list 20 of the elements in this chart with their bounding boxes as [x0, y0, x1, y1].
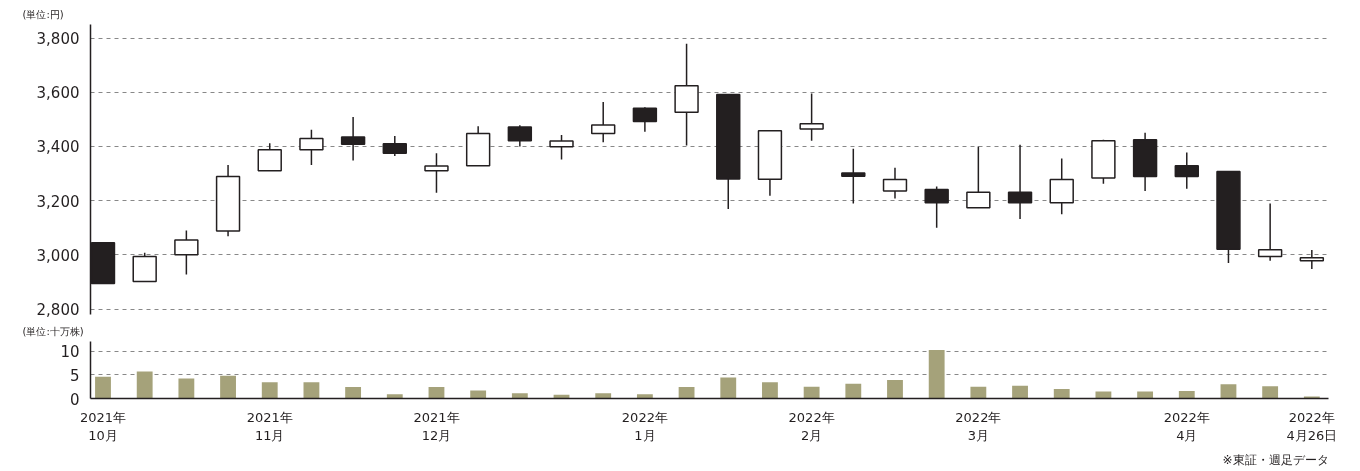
y-tick-label: 5	[69, 366, 80, 385]
chart-title: (単位:円)	[22, 8, 64, 20]
y-tick-label: 3,800	[36, 30, 80, 49]
x-tick-label: 2022年 1月	[621, 409, 668, 443]
y-tick-label: 3,200	[36, 192, 80, 211]
y-tick-label: 2,800	[36, 301, 80, 320]
x-tick-label: 2021年 10月	[79, 409, 127, 443]
y-tick-label: 3,600	[36, 84, 80, 103]
text: ※東証・週足データ	[1222, 452, 1329, 467]
y-tick-label: 3,400	[36, 138, 80, 157]
y-tick-label: 3,000	[36, 246, 80, 265]
x-tick-label: 2021年 11月	[246, 409, 293, 443]
y-tick-label: 10	[60, 343, 80, 361]
x-tick-label: 2022年 3月	[955, 409, 1002, 443]
x-tick-label: 2021年 12月	[413, 409, 460, 443]
x-tick-label: 2022年 2月	[788, 409, 835, 443]
x-tick-label: 2022年 4月26日	[1286, 409, 1338, 443]
chart-title: (単位:十万株)	[22, 325, 84, 337]
x-tick-label: 2022年 4月	[1163, 409, 1210, 443]
y-tick-label: 0	[69, 390, 80, 409]
